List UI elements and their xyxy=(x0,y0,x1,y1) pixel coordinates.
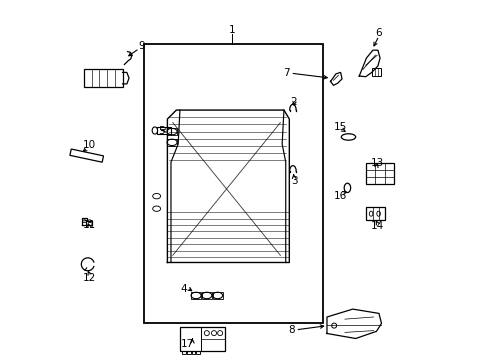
Text: 9: 9 xyxy=(138,41,144,50)
Text: 7: 7 xyxy=(283,68,289,78)
Circle shape xyxy=(211,330,216,336)
Ellipse shape xyxy=(376,211,380,216)
Ellipse shape xyxy=(152,193,160,199)
Circle shape xyxy=(331,323,336,328)
Ellipse shape xyxy=(152,127,157,134)
Text: 2: 2 xyxy=(290,97,297,107)
Ellipse shape xyxy=(191,292,201,299)
Ellipse shape xyxy=(82,220,86,223)
Text: 10: 10 xyxy=(83,140,96,150)
Text: 17: 17 xyxy=(180,339,193,349)
Text: 4: 4 xyxy=(180,284,186,294)
Bar xyxy=(202,292,211,299)
Polygon shape xyxy=(70,149,103,162)
Text: 12: 12 xyxy=(83,273,96,283)
Bar xyxy=(366,207,384,220)
Ellipse shape xyxy=(167,129,177,135)
Text: 15: 15 xyxy=(333,122,346,132)
Text: 13: 13 xyxy=(370,158,383,168)
Ellipse shape xyxy=(202,292,211,299)
Bar xyxy=(212,292,222,299)
Text: 3: 3 xyxy=(290,176,297,186)
Bar xyxy=(196,351,199,354)
Bar xyxy=(156,127,171,134)
Bar xyxy=(182,351,185,354)
Ellipse shape xyxy=(88,220,91,223)
Bar xyxy=(365,163,394,184)
Bar xyxy=(144,44,323,323)
Bar xyxy=(83,69,122,87)
Bar xyxy=(191,351,195,354)
Bar xyxy=(191,292,201,299)
Text: 6: 6 xyxy=(375,28,382,38)
Bar xyxy=(187,351,190,354)
Bar xyxy=(167,129,177,135)
Circle shape xyxy=(204,330,209,336)
Text: 1: 1 xyxy=(228,25,235,35)
Text: 16: 16 xyxy=(333,191,346,201)
Ellipse shape xyxy=(368,211,372,216)
Ellipse shape xyxy=(167,139,177,145)
Bar xyxy=(167,139,177,145)
Bar xyxy=(180,327,224,351)
Ellipse shape xyxy=(341,134,355,140)
Bar xyxy=(371,68,381,76)
Ellipse shape xyxy=(212,292,222,299)
Text: 5: 5 xyxy=(158,126,164,135)
Ellipse shape xyxy=(344,183,350,193)
Circle shape xyxy=(217,330,222,336)
Text: 14: 14 xyxy=(370,221,383,231)
Text: 8: 8 xyxy=(287,325,294,335)
Ellipse shape xyxy=(152,206,160,211)
Text: 11: 11 xyxy=(83,220,96,230)
